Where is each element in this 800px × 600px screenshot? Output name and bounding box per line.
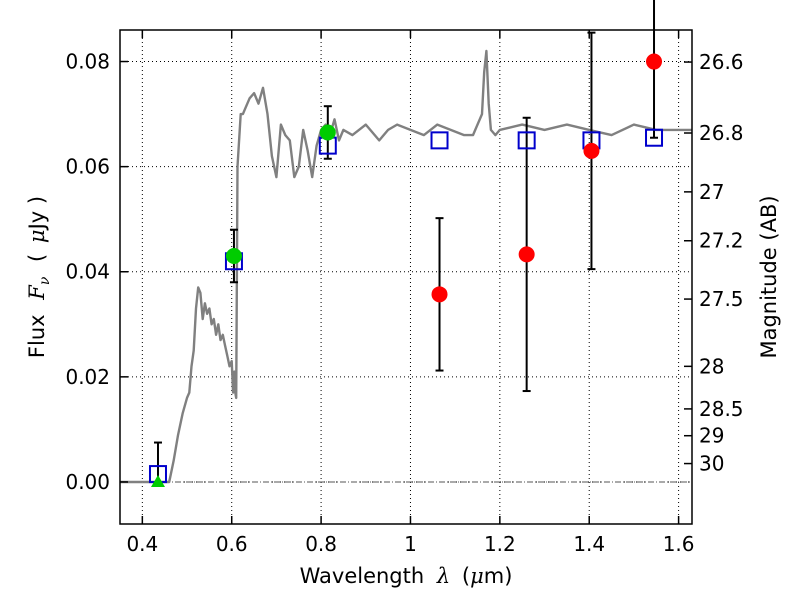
x-tick-label: 0.8 <box>305 532 337 556</box>
data-point-marker <box>225 247 242 264</box>
data-point-marker <box>583 142 600 159</box>
plot-background <box>120 30 692 524</box>
x-axis-label-unit-open: ( <box>462 564 470 588</box>
y-tick-label: 0.00 <box>65 470 110 494</box>
y-axis-label-sub: ν <box>37 276 53 285</box>
y-axis-label-unit-mu: μ <box>25 229 49 243</box>
x-axis-label-unit-mu: μ <box>470 564 484 588</box>
y-axis-label-var: F <box>25 284 49 301</box>
magnitude-tick-label: 27 <box>699 180 724 204</box>
model-square-marker <box>517 131 536 150</box>
magnitude-tick-label: 28 <box>699 354 724 378</box>
x-axis-label-prefix: Wavelength <box>300 564 425 588</box>
model-square-marker <box>645 128 664 147</box>
magnitude-tick-label: 28.5 <box>699 397 744 421</box>
magnitude-tick-label: 27.5 <box>699 287 744 311</box>
x-axis-label-unit-rest: m) <box>484 564 513 588</box>
y-axis-label-unit-open: ( <box>25 254 49 262</box>
y-tick-label: 0.04 <box>65 260 110 284</box>
data-point-marker <box>518 246 535 263</box>
y-tick-label: 0.08 <box>65 50 110 74</box>
magnitude-tick-label: 29 <box>699 424 724 448</box>
x-axis-label-var: λ <box>436 564 450 588</box>
y2-axis-label: Magnitude (AB) <box>757 195 781 358</box>
y-axis-label: Flux Fν ( μJy ) <box>25 196 54 358</box>
data-point-marker <box>646 53 663 70</box>
tick-layer: 0.4 0.6 0.8 1 1.2 1.4 1.6 0.00 0.02 0.04 0.06 0.08 2… <box>65 30 744 556</box>
data-point-marker <box>319 124 336 141</box>
magnitude-tick-label: 26.8 <box>699 121 744 145</box>
marker-layer <box>148 53 664 487</box>
y-tick-label: 0.02 <box>65 365 110 389</box>
model-square-marker <box>430 131 449 150</box>
x-tick-label: 1 <box>404 532 417 556</box>
y-tick-label: 0.06 <box>65 155 110 179</box>
x-tick-label: 0.6 <box>216 532 248 556</box>
spectrum-layer <box>120 49 692 484</box>
spectrum-line <box>120 49 692 484</box>
x-tick-label: 0.4 <box>126 532 158 556</box>
plot-frame <box>119 29 693 525</box>
magnitude-tick-label: 27.2 <box>699 229 744 253</box>
x-tick-label: 1.6 <box>663 532 695 556</box>
x-tick-label: 1.2 <box>484 532 516 556</box>
data-point-marker <box>431 286 448 303</box>
magnitude-tick-label: 30 <box>699 452 724 476</box>
y-axis-label-prefix: Flux <box>25 314 49 358</box>
y-axis-label-unit-rest: Jy ) <box>25 196 49 232</box>
magnitude-tick-label: 26.6 <box>699 50 744 74</box>
x-axis-label: Wavelength λ (μm) <box>300 564 513 588</box>
x-tick-label: 1.4 <box>573 532 605 556</box>
upper-limit-triangle-marker <box>150 474 165 487</box>
